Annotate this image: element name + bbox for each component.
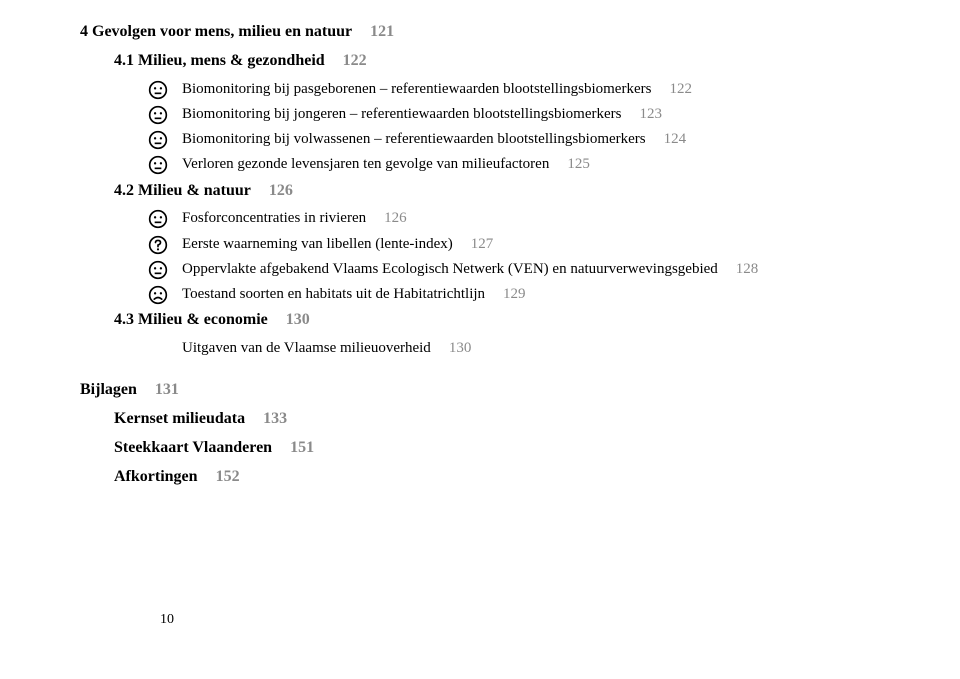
section-4-2-page: 126 [251, 182, 293, 199]
page-number: 10 [160, 609, 174, 631]
toc-item-text: Uitgaven van de Vlaamse milieuoverheid13… [182, 337, 880, 360]
section-4-3-heading: 4.3 Milieu & economie130 [80, 308, 880, 333]
toc-item-text: Biomonitoring bij jongeren – referentiew… [182, 103, 880, 126]
bijlagen-title: Bijlagen [80, 381, 137, 398]
toc-item-text: Verloren gezonde levensjaren ten gevolge… [182, 153, 880, 176]
bijlagen-heading: Bijlagen131 [80, 378, 880, 403]
toc-item: Toestand soorten en habitats uit de Habi… [148, 283, 880, 306]
toc-item: Biomonitoring bij pasgeborenen – referen… [148, 78, 880, 101]
section-4-1-page: 122 [325, 52, 367, 69]
section-4-3-page: 130 [268, 311, 310, 328]
bijlagen-item: Kernset milieudata133 [114, 407, 880, 432]
bijlagen-item: Afkortingen152 [114, 465, 880, 490]
neutral-face-icon [148, 78, 182, 100]
bijlagen-items: Kernset milieudata133 Steekkaart Vlaande… [80, 407, 880, 489]
neutral-face-icon [148, 207, 182, 229]
toc-item-text: Biomonitoring bij volwassenen – referent… [182, 128, 880, 151]
section-4-heading: 4 Gevolgen voor mens, milieu en natuur12… [80, 20, 880, 45]
page-wrapper: 4 Gevolgen voor mens, milieu en natuur12… [80, 20, 880, 659]
bijlagen-page: 131 [137, 381, 179, 398]
toc-item-text: Eerste waarneming van libellen (lente-in… [182, 233, 880, 256]
section-4-title: 4 Gevolgen voor mens, milieu en natuur [80, 23, 352, 40]
toc-item: Biomonitoring bij volwassenen – referent… [148, 128, 880, 151]
neutral-face-icon [148, 103, 182, 125]
empty-icon [148, 337, 182, 339]
section-4-3-items: Uitgaven van de Vlaamse milieuoverheid13… [80, 337, 880, 360]
section-4-2-items: Fosforconcentraties in rivieren126 Eerst… [80, 207, 880, 306]
neutral-face-icon [148, 153, 182, 175]
toc-item: Eerste waarneming van libellen (lente-in… [148, 233, 880, 256]
toc-item: Biomonitoring bij jongeren – referentiew… [148, 103, 880, 126]
section-4-page: 121 [352, 23, 394, 40]
sad-face-icon [148, 283, 182, 305]
section-4-2-heading: 4.2 Milieu & natuur126 [80, 179, 880, 204]
section-4-1-title: 4.1 Milieu, mens & gezondheid [114, 52, 325, 69]
toc-item-text: Biomonitoring bij pasgeborenen – referen… [182, 78, 880, 101]
neutral-face-icon [148, 258, 182, 280]
toc-item: Verloren gezonde levensjaren ten gevolge… [148, 153, 880, 176]
toc-item: Oppervlakte afgebakend Vlaams Ecologisch… [148, 258, 880, 281]
section-4-3-title: 4.3 Milieu & economie [114, 311, 268, 328]
section-4-1-items: Biomonitoring bij pasgeborenen – referen… [80, 78, 880, 177]
section-4-1-heading: 4.1 Milieu, mens & gezondheid122 [80, 49, 880, 74]
question-icon [148, 233, 182, 255]
toc-item-text: Oppervlakte afgebakend Vlaams Ecologisch… [182, 258, 880, 281]
toc-item-text: Toestand soorten en habitats uit de Habi… [182, 283, 880, 306]
neutral-face-icon [148, 128, 182, 150]
toc-item: Uitgaven van de Vlaamse milieuoverheid13… [148, 337, 880, 360]
toc-item-text: Fosforconcentraties in rivieren126 [182, 207, 880, 230]
bijlagen-item: Steekkaart Vlaanderen151 [114, 436, 880, 461]
toc-item: Fosforconcentraties in rivieren126 [148, 207, 880, 230]
section-4-2-title: 4.2 Milieu & natuur [114, 182, 251, 199]
